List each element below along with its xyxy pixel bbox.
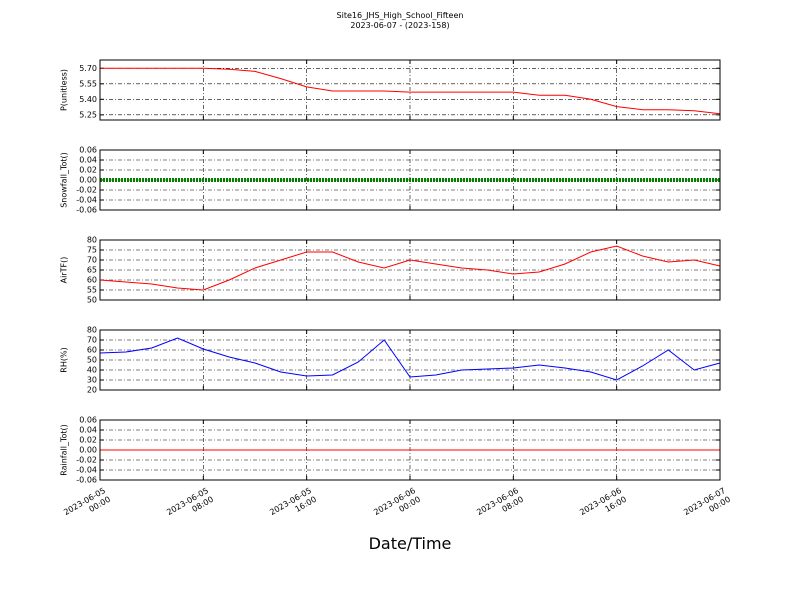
y-tick-label: 70 [87, 336, 97, 345]
y-tick-label: 50 [87, 296, 97, 305]
y-axis-label: P(unitless) [60, 69, 69, 111]
y-tick-label: 5.40 [79, 95, 97, 104]
y-axis-label: RH(%) [60, 347, 69, 372]
data-line [99, 337, 721, 381]
y-tick-label: 40 [87, 366, 97, 375]
y-tick-label: 60 [87, 276, 97, 285]
y-tick-label: 5.55 [79, 79, 97, 88]
y-tick-label: -0.06 [76, 476, 97, 485]
chart-subtitle: 2023-06-07 - (2023-158) [350, 21, 450, 30]
data-line [99, 245, 721, 291]
plot-frame [99, 239, 721, 301]
y-tick-label: 80 [87, 326, 97, 335]
x-axis-label: Date/Time [368, 534, 452, 553]
y-tick-label: 60 [87, 346, 97, 355]
y-tick-label: 65 [87, 266, 97, 275]
y-tick-label: 0.06 [79, 416, 97, 425]
y-tick-label: 0.00 [79, 176, 97, 185]
y-axis-label: AirTF() [60, 257, 69, 284]
y-axis-label: Rainfall_Tot() [60, 424, 69, 476]
y-tick-label: -0.02 [76, 186, 97, 195]
y-tick-label: -0.04 [76, 196, 97, 205]
y-axis-label: Snowfall_Tot() [60, 152, 69, 208]
y-tick-label: 30 [87, 376, 97, 385]
plot-frame [99, 329, 721, 391]
y-tick-label: 75 [87, 246, 97, 255]
y-tick-label: 0.02 [79, 166, 97, 175]
y-tick-label: 80 [87, 236, 97, 245]
y-tick-label: -0.02 [76, 456, 97, 465]
chart-title: Site16_JHS_High_School_Fifteen [336, 11, 464, 20]
data-line [100, 67, 721, 115]
y-tick-label: 0.04 [79, 156, 97, 165]
y-tick-label: 70 [87, 256, 97, 265]
plot-frame [99, 419, 721, 481]
y-tick-label: -0.04 [76, 466, 97, 475]
y-tick-label: 20 [87, 386, 97, 395]
y-tick-label: 0.02 [79, 436, 97, 445]
y-tick-label: 0.04 [79, 426, 97, 435]
y-tick-label: 55 [87, 286, 97, 295]
y-tick-label: 0.06 [79, 146, 97, 155]
y-tick-label: 5.70 [79, 64, 97, 73]
plot-frame [99, 59, 721, 121]
y-tick-label: 5.25 [79, 110, 97, 119]
y-tick-label: 0.00 [79, 446, 97, 455]
y-tick-label: -0.06 [76, 206, 97, 215]
y-tick-label: 50 [87, 356, 97, 365]
plot-frame [99, 149, 721, 211]
